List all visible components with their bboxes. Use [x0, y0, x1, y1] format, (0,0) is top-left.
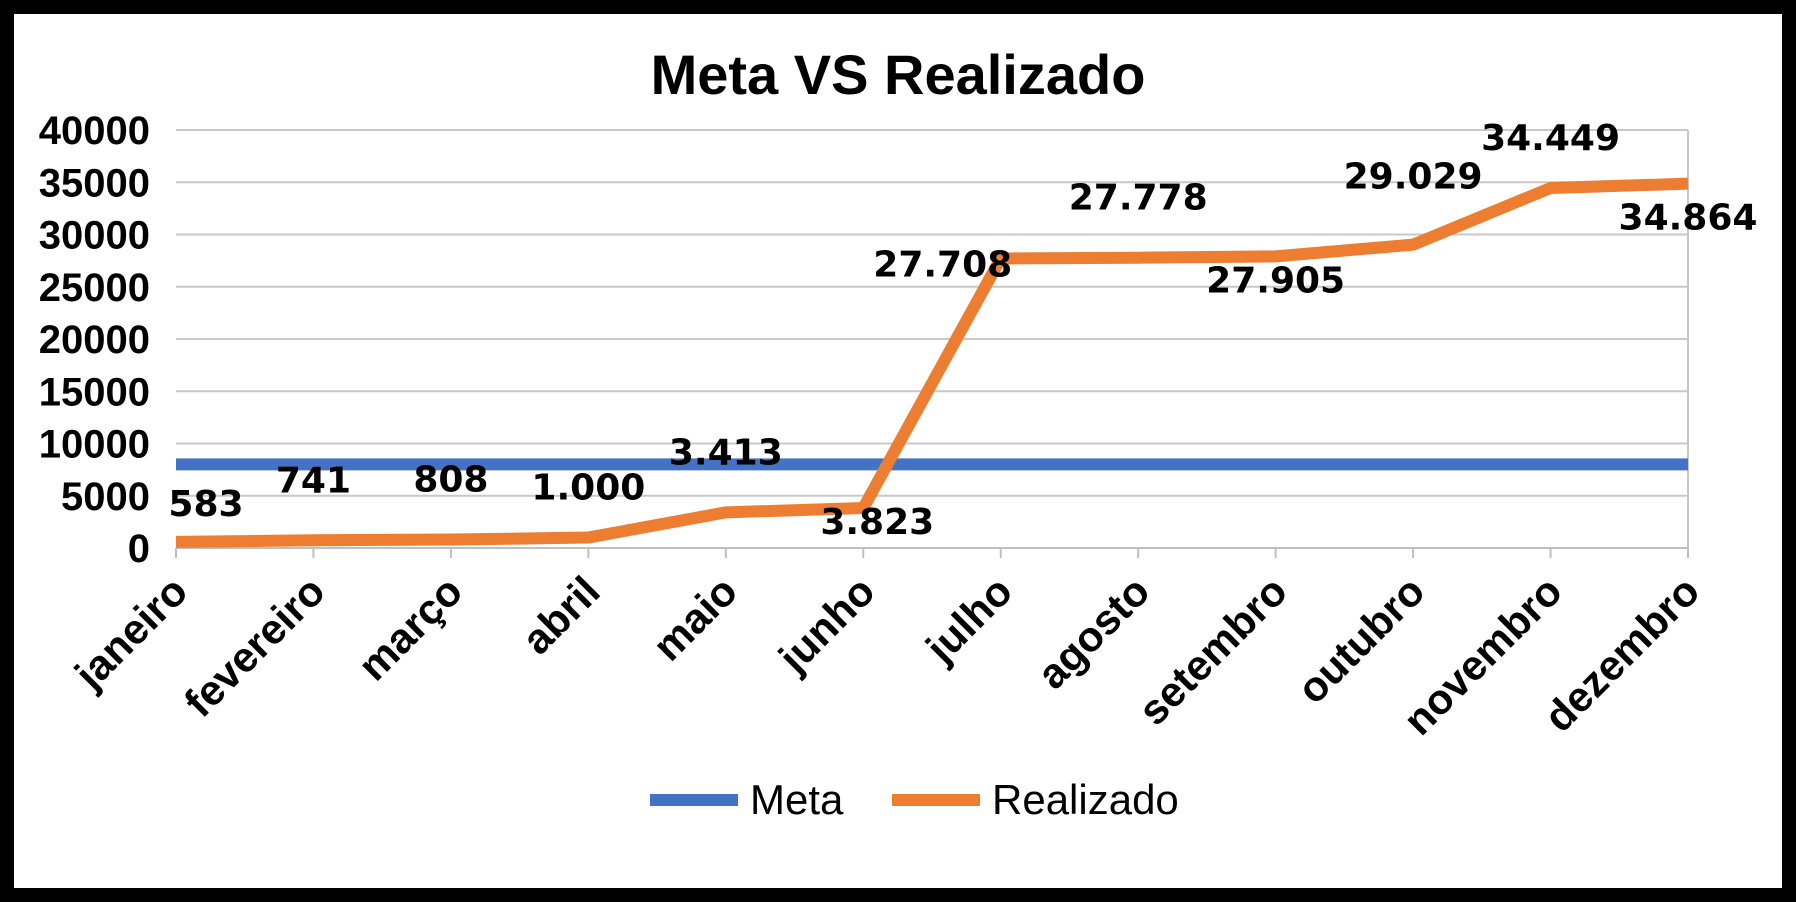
x-tick-label: maio: [644, 567, 747, 670]
line-chart: Meta VS Realizado 0 5000 10000 15000 20000 25…: [39, 43, 1758, 823]
series-lines: [175, 177, 1689, 548]
data-label: 741: [276, 460, 351, 501]
data-label: 27.708: [873, 244, 1012, 285]
data-label: 27.778: [1069, 178, 1208, 219]
legend-label-realizado: Realizado: [992, 776, 1179, 823]
y-tick-label: 5000: [61, 475, 150, 519]
x-tick-label: fevereiro: [175, 567, 334, 726]
x-tick-label: março: [349, 567, 471, 689]
y-tick-label: 0: [128, 527, 150, 571]
data-label: 3.823: [820, 502, 934, 543]
x-tick-label: agosto: [1028, 567, 1159, 698]
y-tick-label: 40000: [39, 109, 150, 153]
data-label: 1.000: [531, 468, 645, 509]
legend: Meta Realizado: [650, 776, 1179, 823]
x-tick-label: abril: [513, 567, 609, 663]
y-tick-label: 35000: [39, 161, 150, 205]
data-label: 34.449: [1481, 118, 1620, 159]
data-label: 29.029: [1344, 157, 1483, 198]
y-axis-ticks: 0 5000 10000 15000 20000 25000 30000 35000 40000: [39, 109, 150, 571]
x-tick-label: outubro: [1288, 567, 1433, 712]
y-tick-label: 15000: [39, 370, 150, 414]
data-label: 583: [168, 484, 243, 525]
x-tick-label: julho: [916, 567, 1021, 672]
chart-frame: Meta VS Realizado 0 5000 10000 15000 20000 25…: [14, 14, 1782, 888]
x-tick-label: janeiro: [65, 567, 196, 698]
legend-label-meta: Meta: [750, 776, 844, 823]
y-tick-label: 10000: [39, 423, 150, 467]
gridlines: [176, 129, 1689, 549]
series-line-realizado: [175, 177, 1689, 548]
y-tick-label: 25000: [39, 266, 150, 310]
data-label: 34.864: [1619, 198, 1758, 239]
data-labels: 583 741 808 1.000 3.413 3.823 27.708 27.778 27.9…: [168, 118, 1757, 543]
x-tick-label: setembro: [1129, 567, 1296, 734]
data-label: 27.905: [1206, 260, 1345, 301]
y-tick-label: 30000: [39, 214, 150, 258]
y-tick-label: 20000: [39, 318, 150, 362]
x-tick-label: junho: [769, 567, 884, 682]
data-label: 3.413: [669, 432, 783, 473]
chart-title: Meta VS Realizado: [651, 43, 1146, 106]
data-label: 808: [413, 460, 488, 501]
